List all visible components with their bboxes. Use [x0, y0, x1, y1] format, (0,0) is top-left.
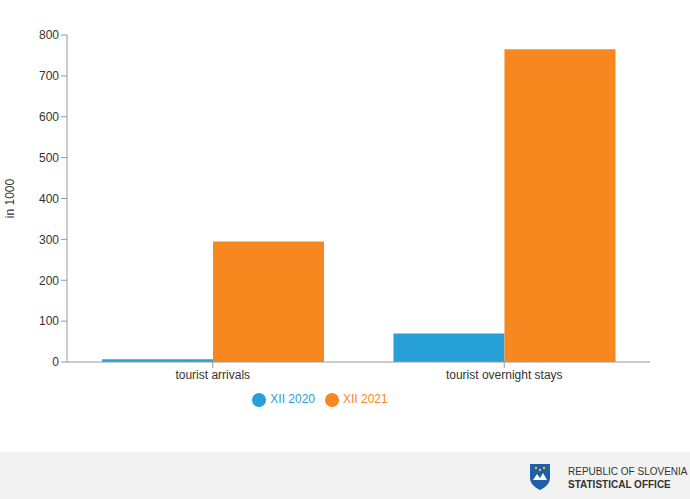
- html-text:STATISTICAL OFFICE: STATISTICAL OFFICE: [568, 479, 671, 490]
- html-text:XII 2020: XII 2020: [270, 392, 315, 406]
- svg-text:600: 600: [39, 110, 59, 124]
- svg-text:700: 700: [39, 69, 59, 83]
- svg-text:300: 300: [39, 233, 59, 247]
- svg-text:tourist arrivals: tourist arrivals: [175, 368, 250, 382]
- html-text:REPUBLIC OF SLOVENIA: REPUBLIC OF SLOVENIA: [568, 466, 688, 477]
- html-text:XII 2021: XII 2021: [343, 392, 388, 406]
- svg-text:200: 200: [39, 274, 59, 288]
- svg-text:500: 500: [39, 151, 59, 165]
- svg-text:800: 800: [39, 28, 59, 42]
- svg-text:in 1000: in 1000: [8, 178, 17, 218]
- svg-text:tourist overnight stays: tourist overnight stays: [446, 368, 563, 382]
- svg-text:0: 0: [52, 355, 59, 369]
- svg-text:400: 400: [39, 192, 59, 206]
- svg-text:100: 100: [39, 314, 59, 328]
